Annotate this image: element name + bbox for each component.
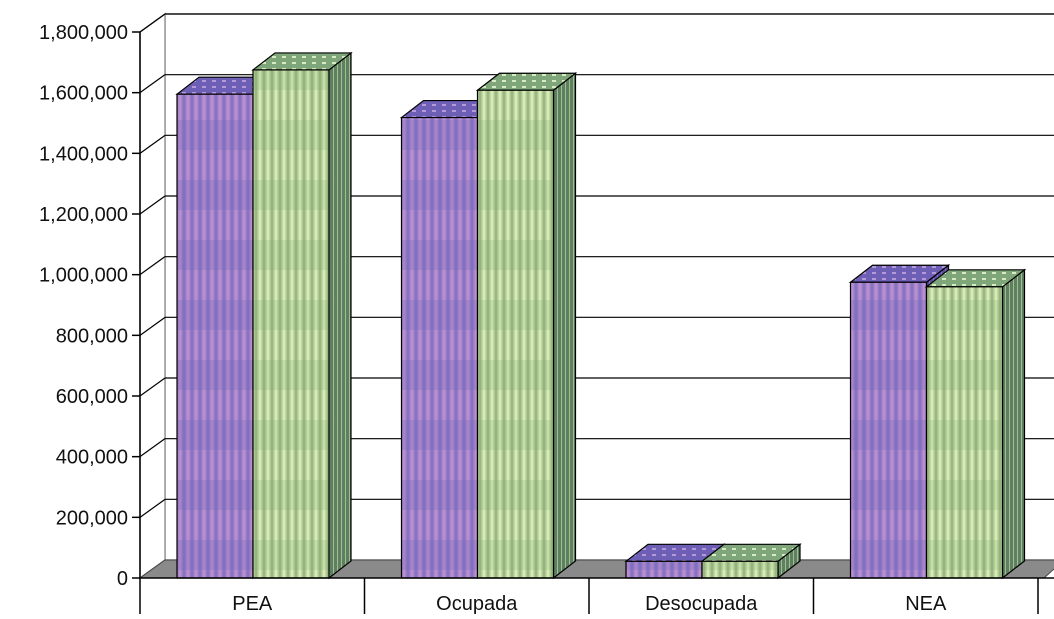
bar-front: [701, 560, 779, 579]
y-tick-label: 600,000: [56, 386, 128, 408]
gridline-side: [139, 498, 166, 518]
gridline-side: [139, 13, 166, 33]
gridline-side: [139, 256, 166, 276]
gridline-side: [139, 195, 166, 215]
x-category-label: Desocupada: [645, 593, 758, 614]
y-tick-label: 200,000: [56, 507, 128, 529]
gridline-side: [139, 134, 166, 154]
y-tick-label: 400,000: [56, 447, 128, 469]
bar-side: [328, 51, 352, 580]
bar-front: [625, 560, 703, 579]
bar-front: [400, 116, 479, 579]
x-axis-categories: PEA Ocupada Desocupada NEA: [139, 577, 1054, 615]
gridline-side: [139, 74, 166, 94]
gridline-side: [139, 377, 166, 397]
y-axis-ticks: 0 200,000 400,000 600,000 800,000 1,000,000 1,…: [39, 22, 141, 590]
bar-front: [176, 93, 254, 579]
y-tick-label: 1,200,000: [39, 204, 128, 226]
y-tick-label: 1,000,000: [39, 265, 128, 287]
gridline-side: [139, 316, 166, 336]
bar-front: [252, 69, 330, 579]
bar-side: [552, 72, 577, 580]
x-category-label: PEA: [232, 593, 273, 614]
bar: [924, 268, 1027, 580]
bar-front: [849, 281, 928, 579]
y-tick-label: 0: [117, 568, 128, 590]
x-category-label: Ocupada: [436, 593, 518, 614]
bar: [475, 72, 578, 580]
bar: [700, 543, 802, 580]
bar-side: [1001, 268, 1026, 580]
bar-front: [476, 89, 555, 579]
x-category-label: NEA: [905, 593, 947, 614]
side-wall: [139, 12, 166, 580]
y-tick-label: 1,400,000: [39, 143, 128, 165]
bar-front: [925, 286, 1004, 579]
gridline-side: [139, 438, 166, 458]
y-tick-label: 1,600,000: [39, 83, 128, 105]
bar: [251, 51, 353, 580]
bars: [175, 51, 1027, 580]
y-tick-label: 800,000: [56, 325, 128, 347]
y-tick-label: 1,800,000: [39, 22, 128, 44]
